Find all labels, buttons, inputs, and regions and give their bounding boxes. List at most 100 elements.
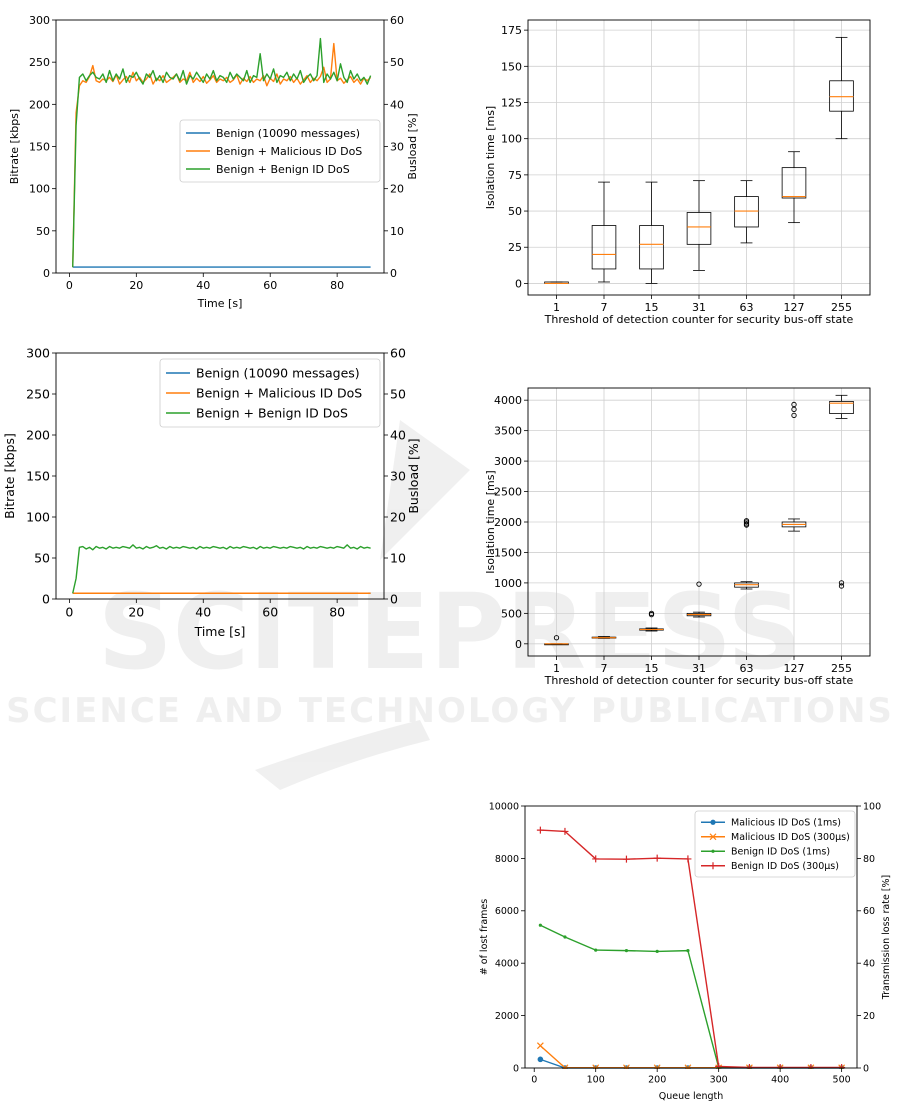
y2-tick-label: 20: [863, 1011, 875, 1022]
legend-label-0: Malicious ID DoS (1ms): [731, 818, 841, 829]
x-tick-label: 127: [784, 662, 805, 675]
box-body: [639, 225, 664, 270]
y-tick-label: 2000: [495, 1011, 519, 1022]
y-tick-label: 2500: [494, 486, 522, 499]
x-tick-label: 0: [531, 1075, 537, 1086]
x-axis-label: Threshold of detection counter for secur…: [544, 674, 854, 687]
x-axis-label: Time [s]: [197, 297, 243, 310]
c3-series-group: [72, 544, 371, 594]
y-tick-label: 0: [43, 267, 50, 280]
y-tick-label: 250: [29, 56, 50, 69]
y2-tick-label: 80: [863, 854, 875, 865]
y-tick-label: 0: [515, 277, 522, 290]
x-tick-label: 255: [831, 301, 852, 314]
y-axis-label: Bitrate [kbps]: [8, 109, 21, 184]
x-axis-label: Time [s]: [194, 624, 246, 639]
y2-tick-label: 40: [390, 428, 406, 443]
watermark: SCITEPRESS SCIENCE AND TECHNOLOGY PUBLIC…: [6, 420, 892, 790]
y-tick-label: 125: [501, 96, 522, 109]
series-point-2: [594, 948, 598, 952]
series-point-2: [686, 949, 690, 953]
x-tick-label: 60: [262, 605, 278, 620]
bitrate-chart-top: 0 20 40 60 80 0 50 100 150 200 250 300 0 10 20 30 40 50 60…: [8, 14, 419, 310]
y-tick-label: 3500: [494, 425, 522, 438]
flier: [791, 401, 797, 408]
flier: [696, 581, 702, 587]
box-1: [544, 281, 569, 284]
x-tick-label: 20: [128, 605, 144, 620]
legend-label-0: Benign (10090 messages): [196, 366, 360, 381]
y-tick-label: 200: [29, 98, 50, 111]
x-tick-label: 300: [710, 1075, 728, 1086]
y-tick-label: 8000: [495, 854, 519, 865]
flier: [791, 406, 797, 412]
series-line-0: [540, 1058, 842, 1069]
y-tick-label: 300: [26, 346, 50, 361]
y-tick-label: 200: [26, 428, 50, 443]
box-31: [686, 581, 712, 618]
series-point-3: [653, 854, 661, 862]
box-31: [686, 180, 712, 271]
y-axis-label: Isolation time [ms]: [484, 470, 497, 573]
series-point-3: [838, 1063, 846, 1069]
x-tick-label: 20: [129, 279, 143, 292]
y2-tick-label: 60: [390, 346, 406, 361]
y-tick-label: 0: [515, 638, 522, 651]
x-tick-label: 7: [601, 301, 608, 314]
legend-box: [694, 810, 856, 878]
y-axis-label: Isolation time [ms]: [484, 106, 497, 209]
series-point-2: [538, 923, 542, 927]
y2-tick-label: 20: [390, 183, 404, 196]
legend-label-2: Benign + Benign ID DoS: [196, 406, 348, 421]
y2-axis-label: Busload [%]: [406, 438, 421, 513]
y-tick-label: 50: [36, 225, 50, 238]
box-body: [829, 80, 854, 112]
x-tick-label: 80: [329, 605, 345, 620]
y2-tick-label: 40: [390, 98, 404, 111]
y2-tick-label: 0: [390, 592, 398, 607]
legend-box: [179, 119, 381, 183]
x-axis-label: Queue length: [659, 1091, 724, 1102]
y-tick-label: 10000: [489, 801, 519, 812]
y-tick-label: 100: [26, 510, 50, 525]
box-body: [734, 196, 759, 228]
flier: [743, 518, 750, 524]
x-axis-label: Threshold of detection counter for secur…: [544, 313, 854, 326]
x-tick-label: 15: [645, 301, 659, 314]
watermark-main: SCITEPRESS: [98, 571, 802, 693]
y-tick-label: 150: [26, 469, 50, 484]
y2-axis-label: Busload [%]: [406, 113, 419, 179]
legend-label-1: Malicious ID DoS (300µs): [731, 832, 850, 843]
x-tick-label: 200: [648, 1075, 666, 1086]
series-point-0: [537, 1056, 544, 1063]
y-tick-label: 100: [29, 183, 50, 196]
flier: [791, 412, 797, 419]
y2-tick-label: 50: [390, 56, 404, 69]
y2-tick-label: 60: [390, 14, 404, 27]
x-tick-label: 1: [553, 662, 560, 675]
y-tick-label: 0: [513, 1063, 519, 1074]
series-point-3: [592, 855, 600, 863]
x-tick-label: 15: [645, 662, 659, 675]
legend-marker-1: [709, 833, 717, 841]
y-tick-label: 500: [501, 607, 522, 620]
bitrate-chart-middle: 0 20 40 60 80 0 50 100 150 200 250 300 0 10 20 30 40 50 60…: [2, 346, 421, 640]
legend-marker-2: [711, 849, 715, 853]
y2-tick-label: 10: [390, 551, 406, 566]
box-15: [639, 610, 664, 632]
box-body: [781, 167, 807, 199]
x-tick-label: 127: [784, 301, 805, 314]
y2-tick-label: 100: [863, 801, 881, 812]
series-point-3: [776, 1063, 784, 1069]
y-axis-label: # of lost frames: [479, 899, 490, 975]
series-line-2: [540, 924, 842, 1069]
y2-axis-label: Transmission loss rate [%]: [881, 875, 892, 1001]
y2-tick-label: 0: [390, 267, 397, 280]
series-line-2: [72, 544, 371, 594]
x-tick-label: 63: [740, 301, 754, 314]
legend-box: [159, 358, 381, 428]
y-tick-label: 25: [508, 241, 522, 254]
y-tick-label: 250: [26, 387, 50, 402]
box-63: [734, 180, 759, 244]
lost-frames-chart: 0 100 200 300 400 500 0 2000 4000 6000 8000 10000 0 2…: [479, 801, 892, 1102]
